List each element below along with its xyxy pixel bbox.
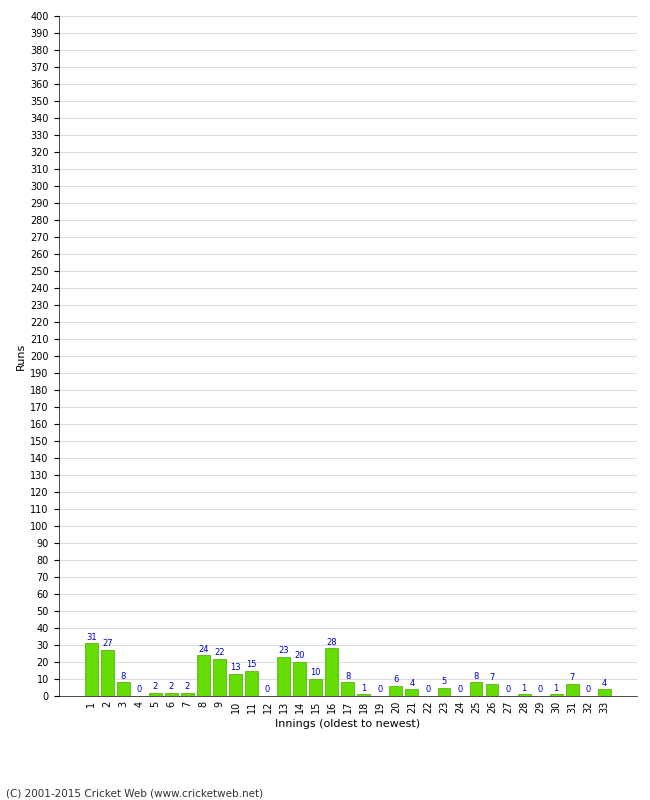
Bar (117, 682, 130, 696)
Text: 1: 1 (554, 683, 559, 693)
Text: 13: 13 (230, 663, 241, 672)
Bar (566, 684, 578, 696)
Bar (213, 658, 226, 696)
Text: 24: 24 (198, 645, 209, 654)
Text: 10: 10 (311, 668, 321, 678)
Bar (229, 674, 242, 696)
X-axis label: Innings (oldest to newest): Innings (oldest to newest) (275, 719, 421, 729)
Text: 0: 0 (586, 686, 591, 694)
Bar (389, 686, 402, 696)
Text: 28: 28 (326, 638, 337, 646)
Text: 0: 0 (506, 686, 511, 694)
Bar (165, 693, 178, 696)
Text: 7: 7 (489, 674, 495, 682)
Bar (101, 650, 114, 696)
Text: 0: 0 (458, 686, 463, 694)
Text: 8: 8 (121, 672, 126, 681)
Bar (149, 693, 162, 696)
Bar (550, 694, 563, 696)
Text: 0: 0 (425, 686, 430, 694)
Text: 31: 31 (86, 633, 96, 642)
Text: 22: 22 (214, 648, 225, 657)
Bar (325, 648, 338, 696)
Bar (598, 689, 611, 696)
Text: 2: 2 (169, 682, 174, 691)
Text: 0: 0 (377, 686, 382, 694)
Bar (84, 643, 98, 696)
Text: 0: 0 (538, 686, 543, 694)
Bar (309, 679, 322, 696)
Bar (469, 682, 482, 696)
Bar (277, 657, 290, 696)
Text: 20: 20 (294, 651, 305, 660)
Text: 4: 4 (602, 678, 607, 687)
Text: 8: 8 (345, 672, 350, 681)
Text: 1: 1 (521, 683, 527, 693)
Text: 2: 2 (153, 682, 158, 691)
Bar (406, 689, 419, 696)
Y-axis label: Runs: Runs (16, 342, 26, 370)
Bar (486, 684, 499, 696)
Text: 0: 0 (265, 686, 270, 694)
Text: 7: 7 (569, 674, 575, 682)
Bar (341, 682, 354, 696)
Bar (293, 662, 306, 696)
Bar (437, 687, 450, 696)
Text: 2: 2 (185, 682, 190, 691)
Text: (C) 2001-2015 Cricket Web (www.cricketweb.net): (C) 2001-2015 Cricket Web (www.cricketwe… (6, 788, 264, 798)
Text: 1: 1 (361, 683, 367, 693)
Text: 23: 23 (278, 646, 289, 655)
Text: 15: 15 (246, 660, 257, 669)
Bar (245, 670, 258, 696)
Bar (197, 655, 210, 696)
Text: 5: 5 (441, 677, 447, 686)
Bar (181, 693, 194, 696)
Text: 6: 6 (393, 675, 398, 684)
Text: 8: 8 (473, 672, 478, 681)
Text: 0: 0 (136, 686, 142, 694)
Text: 27: 27 (102, 639, 112, 648)
Bar (358, 694, 370, 696)
Bar (517, 694, 530, 696)
Text: 4: 4 (410, 678, 415, 687)
